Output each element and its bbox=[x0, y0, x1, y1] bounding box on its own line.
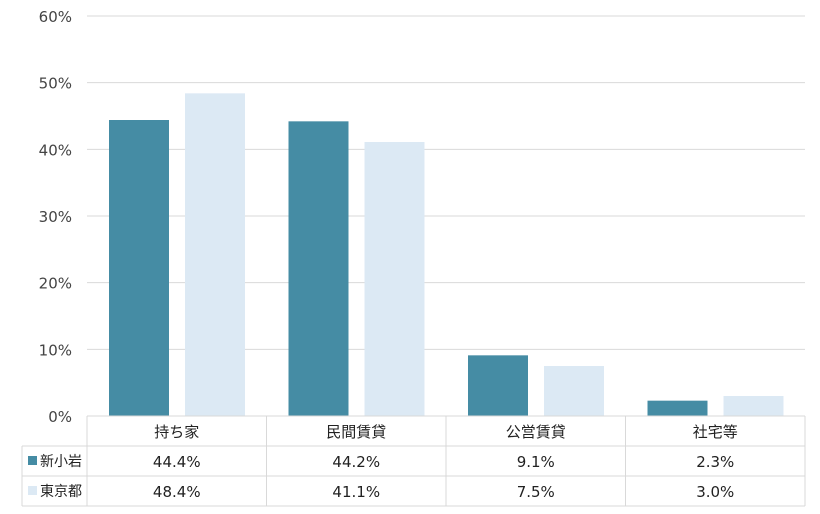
bar-1 bbox=[288, 121, 349, 416]
bar-2 bbox=[185, 93, 245, 416]
bar-2 bbox=[723, 396, 784, 416]
y-tick-label: 30% bbox=[39, 208, 72, 226]
y-tick-label: 60% bbox=[39, 8, 72, 26]
data-label: 3.0% bbox=[696, 483, 734, 501]
x-tick-label: 持ち家 bbox=[154, 423, 199, 441]
bar-1 bbox=[468, 355, 528, 416]
data-label: 44.2% bbox=[332, 453, 380, 471]
legend-label: 東京都 bbox=[40, 484, 82, 500]
bar-1 bbox=[109, 120, 169, 416]
x-tick-label: 民間賃貸 bbox=[326, 423, 386, 441]
data-label: 9.1% bbox=[517, 453, 555, 471]
data-label: 7.5% bbox=[517, 483, 555, 501]
y-tick-label: 20% bbox=[39, 275, 72, 293]
legend-label: 新小岩 bbox=[40, 454, 82, 470]
legend-swatch bbox=[28, 456, 37, 465]
bar-2 bbox=[544, 366, 604, 416]
bar-2 bbox=[364, 142, 425, 416]
x-tick-label: 公営賃貸 bbox=[506, 423, 566, 441]
y-tick-label: 40% bbox=[39, 141, 72, 159]
data-label: 44.4% bbox=[153, 453, 201, 471]
y-tick-label: 0% bbox=[48, 408, 72, 426]
y-tick-label: 10% bbox=[39, 341, 72, 359]
y-tick-label: 50% bbox=[39, 75, 72, 93]
bar-1 bbox=[647, 400, 708, 416]
data-label: 2.3% bbox=[696, 453, 734, 471]
data-label: 41.1% bbox=[332, 483, 380, 501]
legend-swatch bbox=[28, 486, 37, 495]
data-label: 48.4% bbox=[153, 483, 201, 501]
x-tick-label: 社宅等 bbox=[693, 423, 738, 441]
